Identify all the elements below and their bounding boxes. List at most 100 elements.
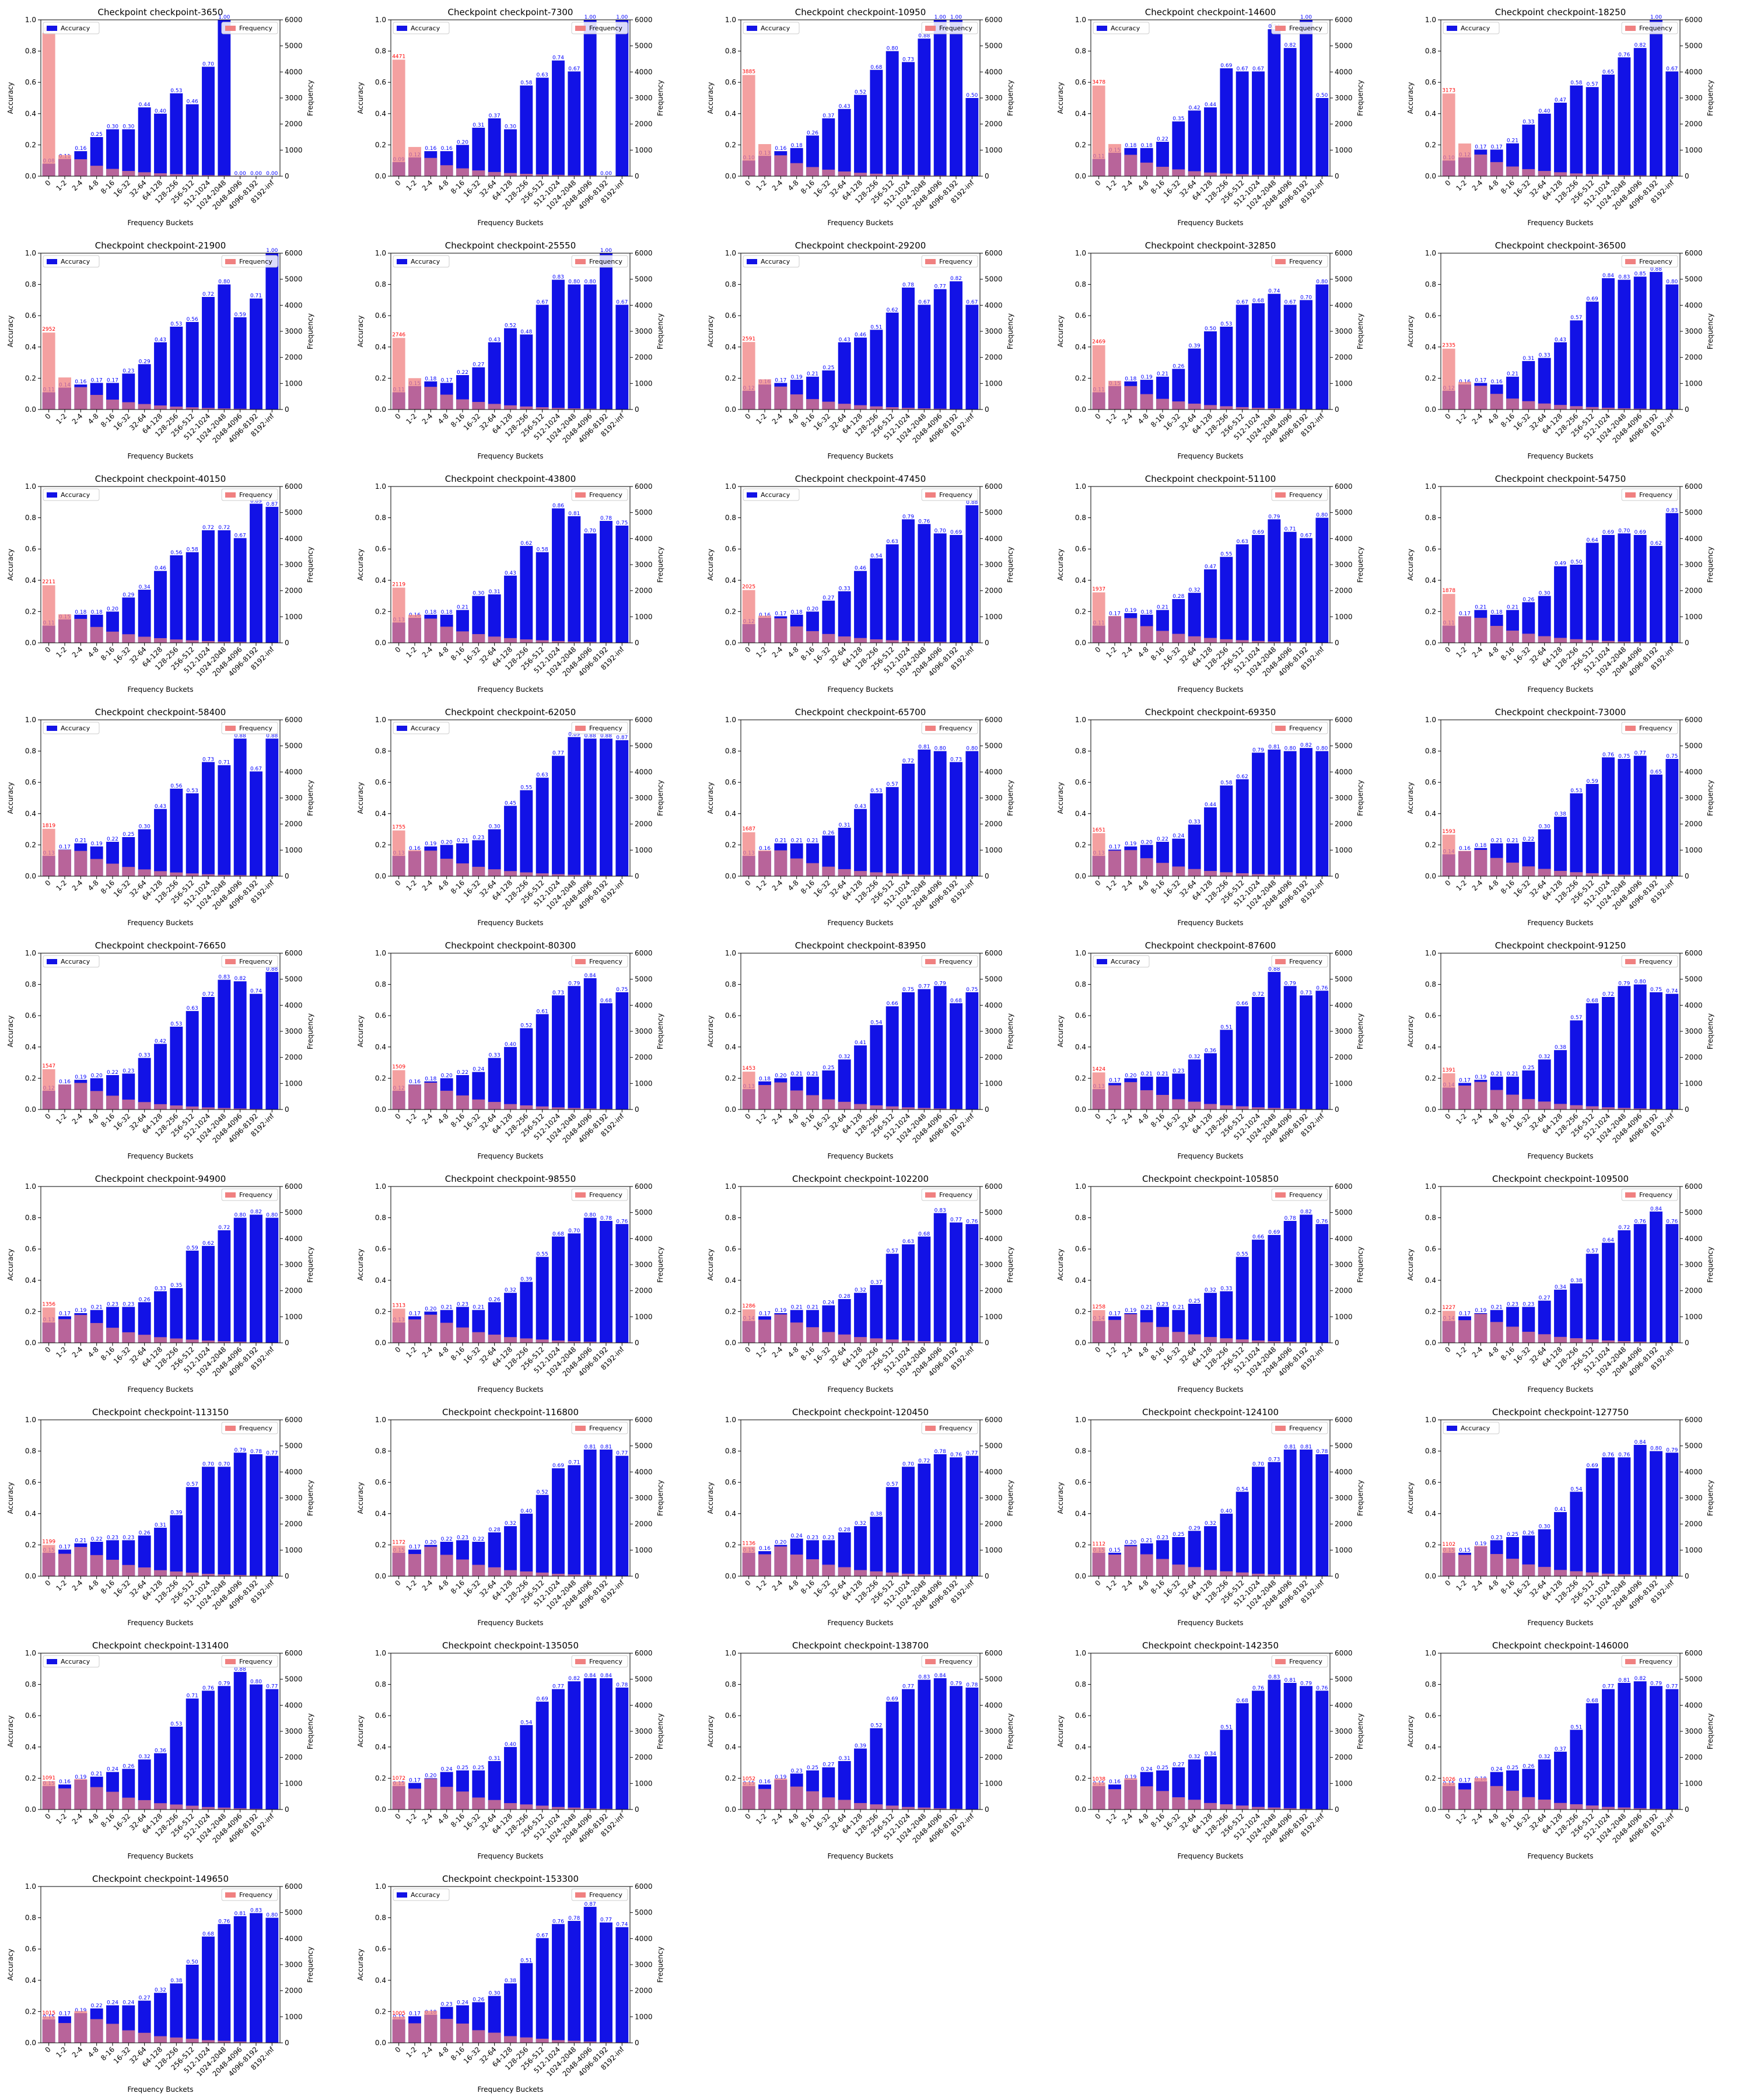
- frequency-bar: [1188, 636, 1201, 643]
- frequency-bar: [218, 1574, 231, 1576]
- y-tick-label: 0.6: [725, 1245, 736, 1253]
- chart-panel: Checkpoint checkpoint-146000.110.150.180…: [1050, 0, 1400, 233]
- accuracy-bar: [1554, 1289, 1567, 1343]
- chart-panel: Checkpoint checkpoint-328500.110.150.180…: [1050, 233, 1400, 467]
- y2-tick-label: 4000: [985, 1468, 1003, 1476]
- accuracy-bar: [933, 751, 947, 876]
- accuracy-data-label: 0.21: [1141, 1305, 1153, 1311]
- y-tick-label: 0.6: [1075, 778, 1086, 786]
- frequency-bar: [74, 1083, 88, 1110]
- x-tick-label: 0: [393, 1345, 402, 1354]
- accuracy-data-label: 0.70: [1252, 1461, 1264, 1467]
- accuracy-data-label: 0.88: [266, 967, 278, 972]
- accuracy-bar: [1586, 1468, 1599, 1576]
- frequency-data-label: 1687: [742, 827, 755, 832]
- y2-tick-label: 5000: [635, 275, 653, 284]
- frequency-bar: [758, 1085, 771, 1110]
- y2-tick-label: 6000: [1685, 482, 1703, 491]
- y-tick-label: 0.8: [25, 1447, 36, 1455]
- frequency-bar: [170, 2037, 183, 2043]
- accuracy-bar: [615, 992, 629, 1110]
- y2-tick-label: 1000: [285, 2013, 303, 2021]
- y2-tick-label: 1000: [635, 612, 653, 621]
- accuracy-data-label: 0.81: [235, 1911, 246, 1917]
- y2-tick-label: 1000: [1685, 379, 1703, 387]
- accuracy-bar: [854, 570, 867, 643]
- chart-panel: Checkpoint checkpoint-1168000.150.170.20…: [350, 1400, 700, 1633]
- chart-panel: Checkpoint checkpoint-365000.120.160.170…: [1400, 233, 1750, 467]
- y2-tick-label: 1000: [635, 146, 653, 154]
- frequency-bar: [90, 2019, 103, 2043]
- accuracy-bar: [870, 793, 883, 876]
- accuracy-bar: [1220, 68, 1233, 176]
- frequency-bar: [1220, 1105, 1233, 1110]
- x-tick-label: 16-32: [1162, 178, 1182, 199]
- y2-tick-label: 0: [635, 1105, 639, 1114]
- chart-panel: Checkpoint checkpoint-474500.120.160.170…: [700, 467, 1050, 700]
- x-tick-label: 1-2: [54, 878, 68, 892]
- accuracy-data-label: 0.20: [807, 606, 818, 612]
- x-tick-label: 1-2: [754, 645, 768, 659]
- accuracy-bar: [950, 535, 963, 643]
- accuracy-data-label: 0.63: [902, 1239, 914, 1245]
- accuracy-data-label: 1.00: [935, 15, 946, 20]
- y2-tick-label: 3000: [985, 1494, 1003, 1502]
- accuracy-data-label: 0.56: [187, 317, 198, 323]
- frequency-bar: [218, 641, 231, 643]
- accuracy-data-label: 0.46: [155, 566, 166, 572]
- y-tick-label: 0.6: [725, 1012, 736, 1020]
- accuracy-bar: [250, 503, 262, 643]
- y2-tick-label: 0: [985, 1805, 989, 1814]
- frequency-bar: [742, 832, 755, 876]
- frequency-bar: [186, 407, 199, 410]
- accuracy-bar: [838, 1760, 851, 1810]
- accuracy-bar: [918, 1464, 931, 1576]
- frequency-bar: [1156, 1094, 1169, 1110]
- y2-tick-label: 6000: [635, 482, 653, 491]
- frequency-bar: [918, 1574, 931, 1576]
- accuracy-bar: [615, 740, 629, 876]
- frequency-bar: [392, 587, 405, 643]
- frequency-bar: [1268, 175, 1281, 176]
- y2-tick-label: 2000: [1685, 1287, 1703, 1295]
- y2-tick-label: 5000: [1335, 742, 1353, 750]
- accuracy-bar: [218, 530, 231, 643]
- x-tick-label: 2-4: [1471, 412, 1485, 426]
- accuracy-bar: [218, 979, 231, 1110]
- legend-swatch: [575, 726, 586, 731]
- frequency-bar: [1300, 1342, 1312, 1343]
- frequency-bar: [90, 1091, 103, 1110]
- frequency-bar: [822, 169, 835, 176]
- y-tick-label: 0.2: [1425, 1307, 1436, 1315]
- accuracy-bar: [1268, 1235, 1281, 1343]
- x-tick-label: 0: [1093, 1112, 1102, 1121]
- accuracy-data-label: 0.72: [1602, 992, 1614, 998]
- accuracy-bar: [186, 1250, 199, 1343]
- legend-swatch: [1625, 959, 1636, 964]
- accuracy-bar: [838, 1298, 851, 1343]
- accuracy-bar: [965, 98, 979, 176]
- y-tick-label: 0.6: [25, 1478, 36, 1486]
- frequency-bar: [790, 1090, 803, 1110]
- y-tick-label: 0.2: [1075, 607, 1086, 615]
- chart-panel: Checkpoint checkpoint-730000.140.160.180…: [1400, 700, 1750, 933]
- frequency-bar: [1490, 858, 1503, 876]
- frequency-bar: [822, 1099, 835, 1110]
- accuracy-data-label: 0.25: [91, 132, 103, 138]
- frequency-bar: [424, 1779, 438, 1810]
- frequency-bar: [568, 1807, 581, 1810]
- y2-axis-label: Frequency: [1356, 1480, 1364, 1516]
- y2-tick-label: 0: [635, 1339, 639, 1347]
- frequency-bar: [933, 875, 947, 876]
- y-tick-label: 0.6: [25, 1245, 36, 1253]
- accuracy-bar: [170, 1026, 183, 1110]
- frequency-bar: [1204, 1570, 1217, 1576]
- accuracy-data-label: 0.89: [250, 498, 262, 504]
- x-tick-label: 2-4: [421, 1578, 435, 1592]
- chart-panel: Checkpoint checkpoint-1204500.150.160.20…: [700, 1400, 1050, 1633]
- accuracy-data-label: 0.16: [1491, 379, 1503, 385]
- accuracy-data-label: 0.19: [75, 1774, 86, 1780]
- y2-tick-label: 0: [1335, 639, 1339, 647]
- frequency-bar: [1490, 1786, 1503, 1810]
- y2-tick-label: 5000: [1335, 1209, 1353, 1217]
